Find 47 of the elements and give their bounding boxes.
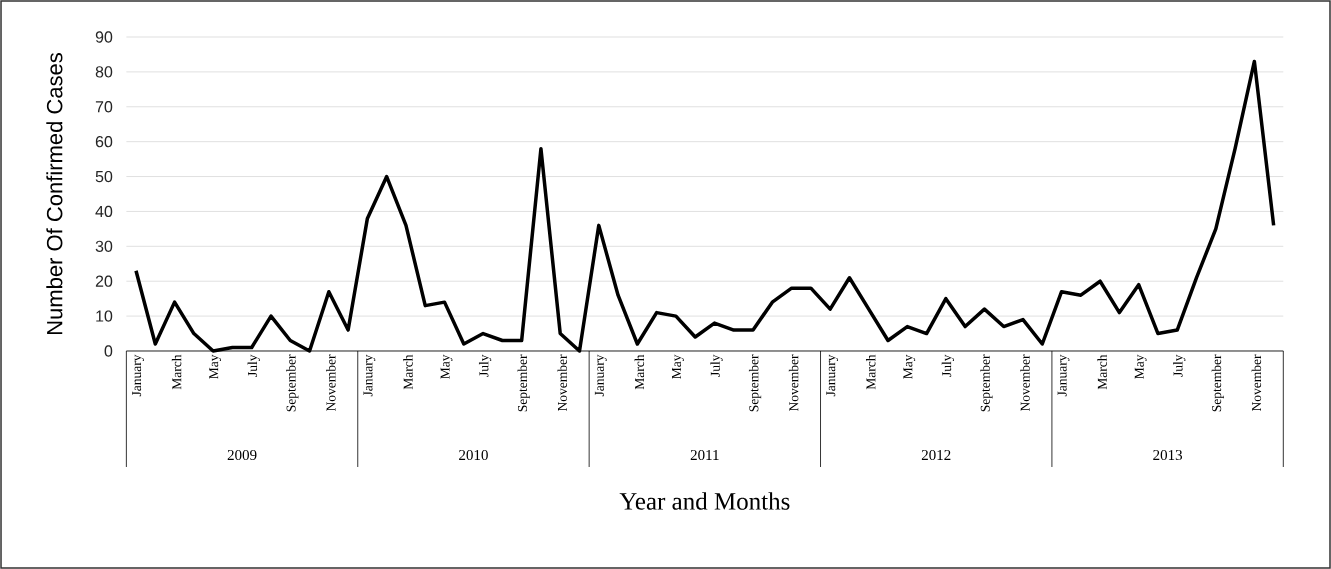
x-tick-label: January [594, 354, 607, 397]
x-tick-label: September [1211, 354, 1224, 412]
text: 2010 [459, 449, 488, 461]
y-tick-label: 10 [96, 310, 113, 322]
text: 2011 [690, 449, 719, 461]
x-tick-label: September [286, 354, 299, 412]
y-tick-label: 40 [95, 205, 113, 218]
text: 2013 [1153, 449, 1183, 461]
y-axis-title: Number Of Confirmed Cases [46, 53, 63, 334]
x-tick-label: November [1020, 354, 1030, 412]
x-tick-label: March [1097, 354, 1107, 390]
x-tick-label: September [517, 354, 530, 412]
x-tick-label: May [672, 354, 684, 379]
y-tick-label: 60 [95, 135, 113, 148]
x-tick-label: May [440, 354, 453, 379]
x-tick-label: May [1134, 354, 1147, 379]
x-tick-label: March [403, 354, 413, 390]
y-tick-label: 50 [95, 170, 113, 183]
x-tick-label: November [788, 354, 799, 412]
x-tick-label: March [171, 354, 182, 390]
y-tick-label: 80 [95, 66, 113, 78]
y-tick-label: 90 [95, 31, 113, 43]
x-tick-label: September [748, 354, 762, 412]
x-tick-label: July [478, 354, 492, 377]
x-tick-label: January [826, 354, 839, 397]
x-tick-label: May [903, 354, 916, 379]
x-tick-label: November [326, 354, 336, 412]
x-tick-label: July [1173, 354, 1186, 377]
x-axis-title: Year and Months [619, 492, 790, 510]
y-tick-label: 20 [95, 275, 113, 287]
x-tick-label: May [209, 354, 222, 379]
x-tick-label: July [247, 354, 260, 377]
x-tick-label: January [132, 354, 144, 397]
x-tick-label: January [1057, 354, 1070, 397]
x-tick-label: March [634, 354, 645, 390]
x-tick-label: March [865, 354, 876, 390]
x-tick-label: November [1251, 354, 1262, 412]
x-tick-label: January [363, 354, 376, 397]
text: 2009 [227, 449, 257, 461]
x-tick-label: July [710, 354, 723, 377]
x-tick-label: July [941, 354, 954, 377]
y-tick-label: 70 [95, 101, 113, 113]
y-tick-label: 30 [95, 240, 113, 252]
x-tick-label: September [980, 354, 993, 412]
y-tick-label: 0 [104, 345, 113, 357]
x-tick-label: November [557, 354, 567, 412]
text: 2012 [921, 449, 951, 461]
